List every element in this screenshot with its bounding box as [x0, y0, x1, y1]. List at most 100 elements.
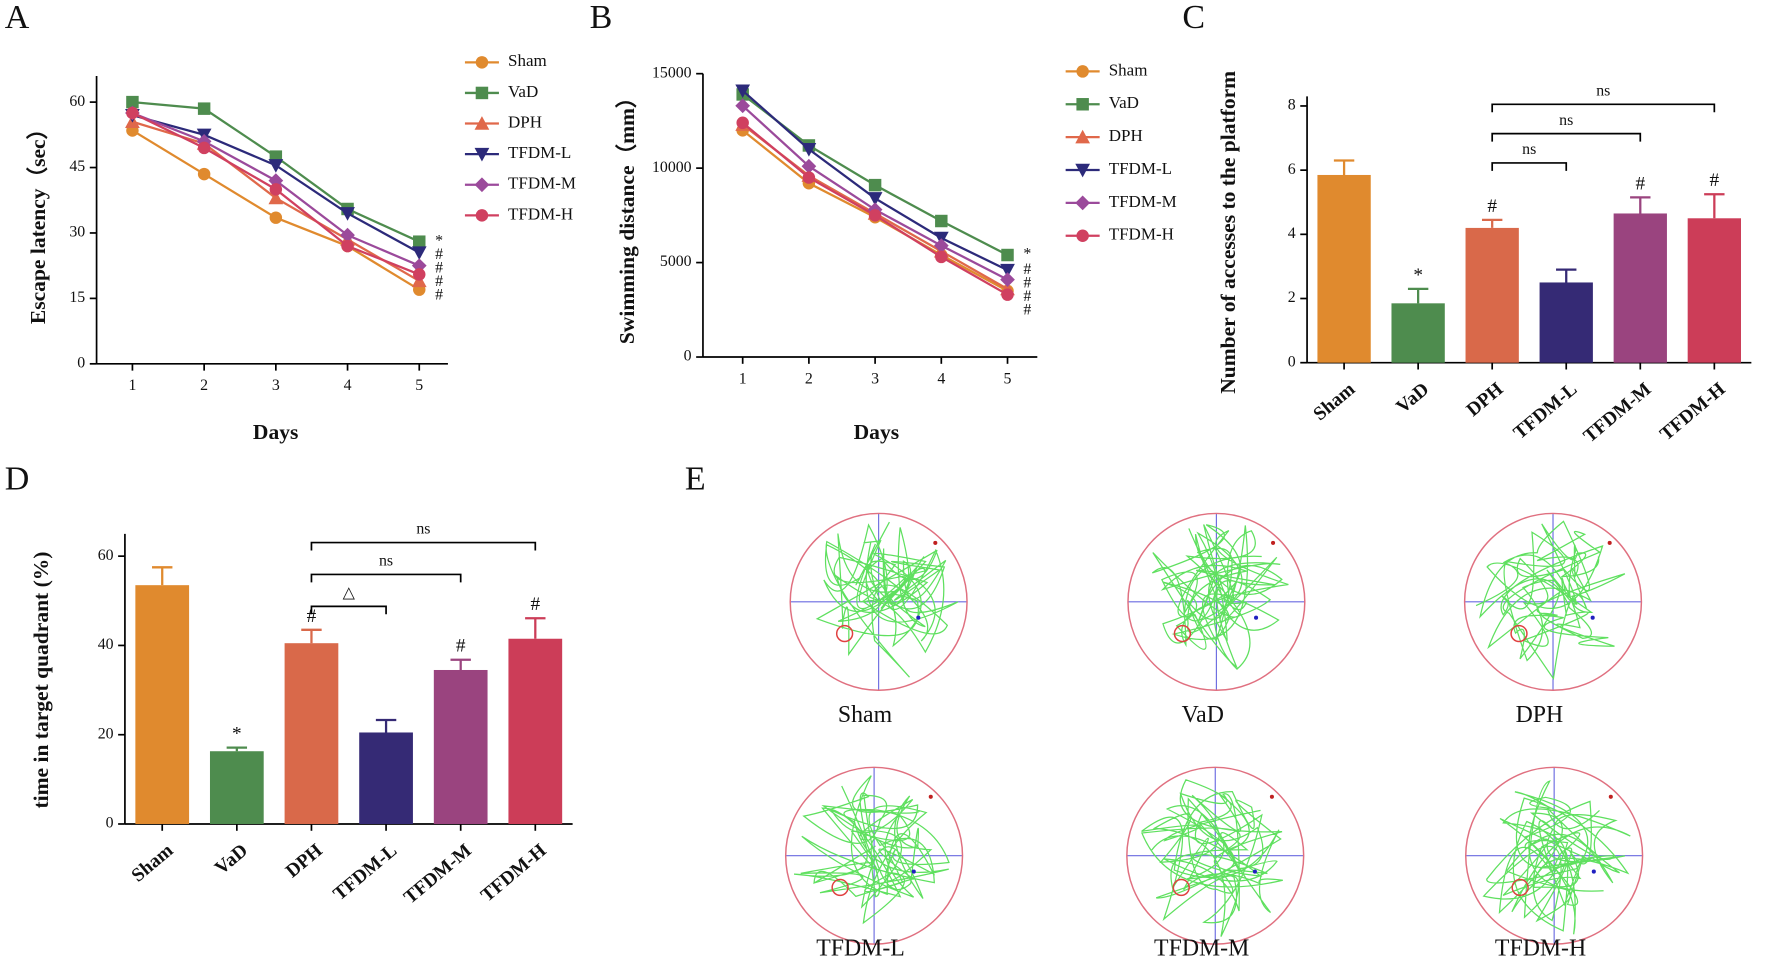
group-label: Sham — [838, 702, 893, 728]
marker — [801, 142, 817, 157]
comparison-label: △ — [343, 585, 356, 602]
bar — [359, 732, 413, 824]
marker — [268, 190, 284, 205]
x-tick-label: 5 — [1004, 370, 1012, 387]
y-tick-label: 6 — [1288, 161, 1296, 178]
significance-mark: * — [1413, 265, 1423, 286]
x-tick-label: VaD — [211, 840, 252, 879]
marker — [126, 95, 139, 109]
series-line — [741, 93, 1009, 257]
x-tick-label: 5 — [415, 377, 423, 394]
y-tick-label: 0 — [106, 815, 114, 832]
marker — [413, 235, 426, 248]
pool — [789, 512, 968, 691]
y-axis-label: Escape latency（sec） — [26, 118, 50, 324]
legend-label: TFDM-H — [508, 204, 573, 223]
marker — [269, 183, 283, 196]
significance-mark: # — [307, 606, 317, 627]
error-bar — [1630, 196, 1651, 214]
platform — [835, 624, 854, 643]
x-tick-label: Sham — [128, 840, 178, 886]
bar — [1465, 227, 1519, 363]
legend-marker — [1075, 195, 1091, 211]
bar — [1687, 218, 1741, 363]
x-tick-label: DPH — [1463, 379, 1508, 421]
platform — [1172, 878, 1190, 897]
comparison-label: ns — [1559, 112, 1573, 129]
marker — [1001, 288, 1014, 301]
start-dot — [1607, 540, 1612, 545]
legend-label: DPH — [1109, 126, 1143, 145]
marker — [1000, 272, 1015, 287]
error-bar — [450, 658, 471, 670]
marker — [340, 207, 355, 221]
x-tick-label: TFDM-H — [1656, 379, 1729, 445]
pool — [1127, 512, 1306, 691]
panel-label: B — [590, 0, 613, 36]
bar — [1317, 174, 1371, 363]
error-bar — [301, 628, 322, 644]
marker — [935, 214, 948, 228]
significance-mark: # — [435, 260, 443, 277]
legend-label: TFDM-H — [1109, 225, 1174, 244]
start-dot — [933, 540, 938, 545]
bar — [1539, 282, 1593, 363]
marker — [197, 167, 211, 181]
legend-marker — [1075, 129, 1091, 144]
significance-mark: # — [1023, 274, 1031, 291]
error-bar — [152, 566, 173, 586]
platform — [1510, 624, 1528, 643]
swim-path — [815, 521, 959, 678]
marker — [413, 268, 426, 281]
error-bar — [375, 718, 397, 733]
legend-marker — [475, 56, 489, 69]
end-dot — [1254, 615, 1259, 620]
group-label: DPH — [1516, 702, 1564, 728]
marker — [736, 116, 749, 130]
panel-label: C — [1182, 0, 1205, 36]
marker — [1001, 248, 1014, 262]
legend-label: TFDM-L — [1109, 159, 1172, 178]
x-tick-label: Sham — [1310, 379, 1360, 425]
start-dot — [1271, 540, 1276, 545]
group-label: TFDM-L — [816, 935, 905, 960]
platform — [831, 878, 849, 897]
x-tick-label: 2 — [805, 370, 813, 387]
marker — [268, 173, 284, 188]
legend-marker — [474, 177, 490, 193]
legend-marker — [1076, 65, 1089, 78]
end-dot — [1252, 869, 1257, 874]
swim-path — [1482, 780, 1631, 935]
y-axis-label: Number of accesses to the platform — [1216, 71, 1240, 394]
y-tick-label: 10000 — [652, 159, 692, 176]
marker — [411, 246, 427, 260]
error-bar — [1407, 287, 1429, 304]
error-bar — [226, 746, 248, 752]
y-tick-label: 15000 — [652, 64, 692, 81]
x-tick-label: 4 — [937, 370, 945, 387]
marker — [802, 171, 816, 184]
comparison-bracket — [310, 541, 537, 551]
marker — [1000, 263, 1015, 278]
significance-mark: # — [530, 594, 540, 615]
x-tick-label: 4 — [344, 377, 352, 394]
legend-label: TFDM-M — [1109, 192, 1177, 211]
legend-label: Sham — [1109, 60, 1148, 79]
comparison-label: ns — [1596, 83, 1610, 100]
bar — [1391, 303, 1445, 363]
significance-mark: # — [1023, 261, 1031, 278]
legend-marker — [1075, 163, 1091, 178]
significance-mark: # — [1635, 173, 1645, 194]
marker — [126, 106, 139, 120]
bar — [135, 585, 190, 824]
y-tick-label: 5000 — [660, 253, 692, 270]
x-tick-label: TFDM-L — [1510, 379, 1582, 444]
bar — [209, 751, 264, 824]
y-tick-label: 0 — [77, 354, 85, 371]
marker — [269, 211, 283, 224]
x-tick-label: VaD — [1392, 379, 1433, 418]
x-axis-label: Days — [253, 420, 298, 444]
y-axis-label: Swimming distance（mm） — [615, 87, 639, 345]
bar — [1613, 213, 1667, 363]
